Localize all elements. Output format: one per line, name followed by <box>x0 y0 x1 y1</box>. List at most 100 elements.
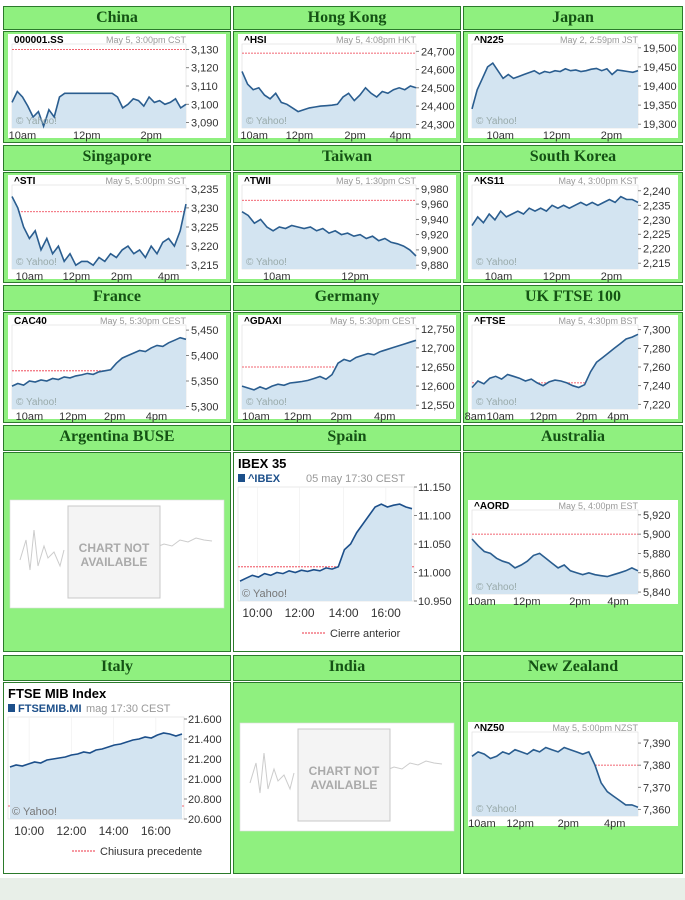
mini-chart: ^FTSE May 5, 4:30pm BST 7,300 7,280 7,260 7,2… <box>465 315 678 423</box>
series-area <box>472 196 638 269</box>
symbol-label: ^KS11 <box>474 176 505 187</box>
series-area <box>242 211 416 269</box>
x-tick-label: 2pm <box>601 271 622 282</box>
symbol-label: ^STI <box>14 176 36 187</box>
y-tick-label: 24,300 <box>421 119 455 131</box>
chart-cell-new-zealand[interactable]: ^NZ50 May 5, 5:00pm NZST 7,390 7,380 7,370 7,… <box>463 682 683 874</box>
y-tick-label: 7,390 <box>643 738 671 750</box>
symbol-label: CAC40 <box>14 316 47 327</box>
legend-label: Chiusura precedente <box>100 846 202 858</box>
series-line <box>239 503 413 582</box>
symbol-label: ^TWII <box>244 176 271 187</box>
symbol-label: 000001.SS <box>14 35 64 46</box>
yahoo-credit: © Yahoo! <box>16 116 57 127</box>
timestamp-label: May 5, 3:00pm CST <box>106 35 187 45</box>
symbol-swatch <box>238 474 245 482</box>
chart-cell-spain[interactable]: IBEX 35 ^IBEX 05 may 17:30 CEST 11.150 11.10… <box>233 452 461 652</box>
y-tick-label: 3,215 <box>191 260 219 272</box>
symbol-label: ^AORD <box>474 501 509 512</box>
y-tick-label: 7,360 <box>643 804 671 816</box>
y-tick-label: 5,860 <box>643 568 671 580</box>
x-tick-label: 14:00 <box>329 606 359 620</box>
x-tick-label: 10am <box>16 411 44 422</box>
x-tick-label: 10am <box>468 818 496 830</box>
x-tick-label: 16:00 <box>371 606 401 620</box>
x-tick-label: 12pm <box>73 130 101 142</box>
ghost-line <box>19 529 65 571</box>
chart-cell-india[interactable]: CHART NOT AVAILABLE <box>233 682 461 874</box>
x-tick-label: 12pm <box>506 818 534 830</box>
chart-cell-france[interactable]: CAC40 May 5, 5:30pm CEST 5,450 5,400 5,350 5,… <box>3 312 231 423</box>
y-tick-label: 7,370 <box>643 782 671 794</box>
chart-cell-singapore[interactable]: ^STI May 5, 5:00pm SGT 3,235 3,230 3,225 3,22… <box>3 172 231 283</box>
chart-cell-japan[interactable]: ^N225 May 2, 2:59pm JST 19,500 19,450 19,400… <box>463 31 683 143</box>
mini-chart: ^NZ50 May 5, 5:00pm NZST 7,390 7,380 7,370 7,… <box>468 722 678 830</box>
ghost-line <box>383 760 443 772</box>
symbol-label: ^GDAXI <box>244 316 282 327</box>
region-title: Hong Kong <box>233 6 461 30</box>
x-tick-label: 12pm <box>286 130 314 142</box>
region-title: Spain <box>233 425 461 451</box>
y-tick-label: 5,900 <box>643 529 671 541</box>
y-tick-label: 11.100 <box>418 511 451 523</box>
x-tick-label: 12pm <box>530 411 558 422</box>
symbol-label: ^NZ50 <box>474 723 505 734</box>
y-tick-label: 19,400 <box>643 81 677 93</box>
region-title: France <box>3 285 231 311</box>
y-tick-label: 12,650 <box>421 362 455 374</box>
x-tick-label: 10am <box>486 130 514 142</box>
x-tick-label: 2pm <box>601 130 622 142</box>
chart-cell-taiwan[interactable]: ^TWII May 5, 1:30pm CST 9,980 9,960 9,940 9,9… <box>233 172 461 283</box>
y-tick-label: 7,220 <box>643 399 671 411</box>
x-tick-label: 4pm <box>607 596 628 608</box>
series-line <box>471 746 639 808</box>
y-tick-label: 12,700 <box>421 343 455 355</box>
y-tick-label: 9,920 <box>421 230 449 242</box>
series-area <box>10 733 182 819</box>
y-tick-label: 2,215 <box>643 258 671 270</box>
series-area <box>472 63 638 128</box>
chart-cell-hong-kong[interactable]: ^HSI May 5, 4:08pm HKT 24,700 24,600 24,500 2… <box>233 31 461 143</box>
y-tick-label: 21.000 <box>188 774 222 786</box>
y-tick-label: 19,350 <box>643 100 677 112</box>
mini-chart: ^TWII May 5, 1:30pm CST 9,980 9,960 9,940 9,9… <box>238 175 456 283</box>
y-tick-label: 3,120 <box>191 63 219 75</box>
y-tick-label: 2,230 <box>643 215 671 227</box>
chart-cell-south-korea[interactable]: ^KS11 May 4, 3:00pm KST 2,240 2,235 2,230 2,2… <box>463 172 683 283</box>
y-tick-label: 5,880 <box>643 548 671 560</box>
not-available-text: AVAILABLE <box>81 555 148 569</box>
yahoo-credit: © Yahoo! <box>246 257 287 268</box>
region-title: Taiwan <box>233 145 461 171</box>
x-tick-label: 8am <box>465 411 486 422</box>
chart-cell-china[interactable]: 000001.SS May 5, 3:00pm CST 3,130 3,120 3,11… <box>3 31 231 143</box>
x-tick-label: 12pm <box>59 411 87 422</box>
x-tick-label: 10am <box>486 411 514 422</box>
timestamp-label: May 5, 5:00pm SGT <box>105 176 186 186</box>
y-tick-label: 5,920 <box>643 510 671 522</box>
timestamp-label: May 2, 2:59pm JST <box>560 35 639 45</box>
timestamp-label: May 5, 5:00pm NZST <box>552 723 638 733</box>
x-tick-label: 10am <box>16 271 44 282</box>
not-available-text: CHART NOT <box>309 764 380 778</box>
mini-chart: CAC40 May 5, 5:30pm CEST 5,450 5,400 5,350 5,… <box>8 315 226 423</box>
yahoo-credit: © Yahoo! <box>246 397 287 408</box>
y-tick-label: 9,960 <box>421 199 449 211</box>
y-tick-label: 21.600 <box>188 714 222 726</box>
chart-cell-argentina[interactable]: CHART NOT AVAILABLE <box>3 452 231 652</box>
x-tick-label: 12pm <box>284 411 312 422</box>
chart-cell-uk[interactable]: ^FTSE May 5, 4:30pm BST 7,300 7,280 7,260 7,2… <box>463 312 683 423</box>
chart-title: IBEX 35 <box>238 456 286 471</box>
y-tick-label: 11.050 <box>418 539 451 551</box>
region-title: New Zealand <box>463 655 683 681</box>
y-tick-label: 3,090 <box>191 118 219 130</box>
chart-cell-italy[interactable]: FTSE MIB Index FTSEMIB.MI mag 17:30 CEST 21… <box>3 682 231 874</box>
timestamp-label: May 4, 3:00pm KST <box>558 176 638 186</box>
yahoo-credit: © Yahoo! <box>16 257 57 268</box>
chart-cell-australia[interactable]: ^AORD May 5, 4:00pm EST 5,920 5,900 5,880 5,8… <box>463 452 683 652</box>
series-area <box>12 337 186 409</box>
chart-cell-germany[interactable]: ^GDAXI May 5, 5:30pm CEST 12,750 12,700 12,6… <box>233 312 461 423</box>
y-tick-label: 5,450 <box>191 325 219 337</box>
x-tick-label: 14:00 <box>99 824 129 838</box>
page-footer-strip <box>0 878 685 900</box>
x-tick-label: 12pm <box>543 130 571 142</box>
